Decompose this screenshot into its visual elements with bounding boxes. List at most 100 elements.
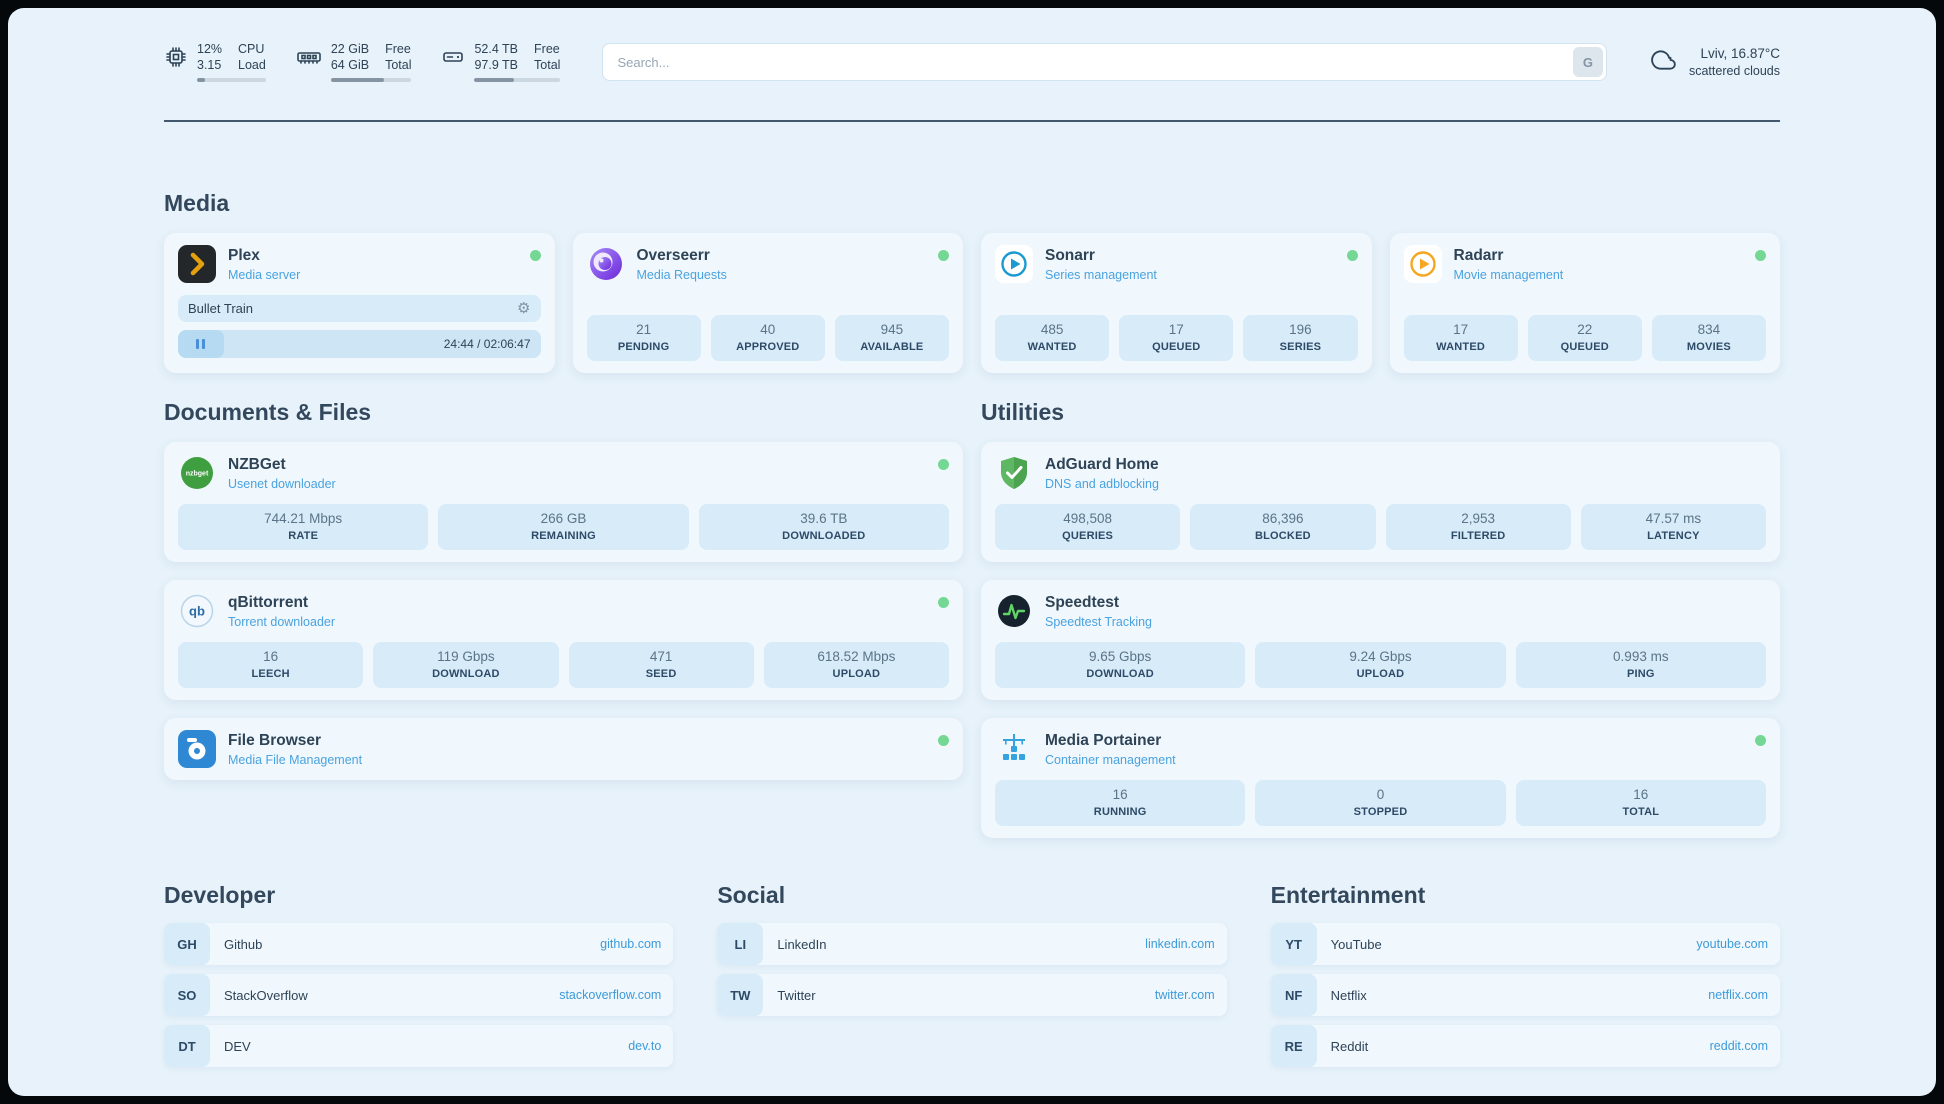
playback-progress-bar[interactable]: 24:44 / 02:06:47 — [178, 330, 541, 358]
stat-available: 945 AVAILABLE — [834, 315, 950, 361]
portainer-icon — [995, 730, 1033, 768]
bookmark-abbr: TW — [717, 974, 764, 1016]
section-utilities: Utilities — [981, 399, 1780, 838]
app-card-plex[interactable]: Plex Media server Bullet Train ⚙ 24:44 /… — [164, 233, 555, 373]
sonarr-icon — [995, 245, 1033, 283]
app-title: File Browser — [228, 731, 322, 749]
app-card-adguard[interactable]: AdGuard Home DNS and adblocking 498,508 Q… — [981, 442, 1780, 562]
bookmark-netflix[interactable]: NF Netflix netflix.com — [1270, 974, 1780, 1016]
stat-pending: 21 PENDING — [586, 315, 701, 361]
stat-filtered: 2,953 FILTERED — [1385, 504, 1571, 550]
cpu-usage-label: CPU — [238, 42, 265, 56]
section-social: Social LI LinkedIn linkedin.com TW Twitt… — [717, 882, 1227, 1067]
disk-widget: 52.4 TB Free 97.9 TB Total — [441, 42, 561, 82]
speedtest-icon — [995, 592, 1033, 630]
app-subtitle: Series management — [1045, 267, 1157, 282]
bookmark-url[interactable]: dev.to — [628, 1039, 662, 1053]
stat-total: 16 TOTAL — [1515, 780, 1766, 826]
bookmark-url[interactable]: reddit.com — [1709, 1039, 1768, 1053]
dashboard-page: 12% CPU 3.15 Load — [8, 8, 1936, 1096]
app-card-portainer[interactable]: Media Portainer Container management 16 R… — [981, 718, 1780, 838]
ram-progress-bar — [330, 78, 412, 82]
bookmark-url[interactable]: netflix.com — [1708, 988, 1768, 1002]
app-card-nzbget[interactable]: nzbget NZBGet Usenet downloader 74 — [164, 442, 963, 562]
playback-time: 24:44 / 02:06:47 — [443, 337, 531, 351]
cpu-icon — [164, 45, 188, 69]
app-card-radarr[interactable]: Radarr Movie management 17 WANTED 22 QUEUE… — [1389, 233, 1780, 373]
bookmark-name: LinkedIn — [777, 936, 827, 952]
overseerr-icon — [587, 245, 625, 283]
app-card-filebrowser[interactable]: File Browser Media File Management — [164, 718, 963, 780]
weather-location: Lviv, 16.87°C — [1700, 46, 1780, 61]
stat-queued: 17 QUEUED — [1119, 315, 1234, 361]
bookmark-abbr: SO — [164, 974, 210, 1016]
stat-blocked: 86,396 BLOCKED — [1190, 504, 1376, 550]
bookmark-url[interactable]: github.com — [600, 937, 662, 951]
app-title: Radarr — [1453, 246, 1504, 264]
now-playing-title: Bullet Train — [188, 301, 254, 316]
svg-text:qb: qb — [189, 604, 205, 619]
app-title: Overseerr — [636, 246, 710, 264]
app-card-sonarr[interactable]: Sonarr Series management 485 WANTED 17 QUE… — [981, 233, 1372, 373]
plex-icon — [178, 245, 216, 283]
bookmark-abbr: NF — [1270, 974, 1317, 1016]
bookmark-url[interactable]: twitter.com — [1154, 988, 1215, 1002]
app-title: AdGuard Home — [1045, 455, 1159, 473]
app-subtitle: Speedtest Tracking — [1045, 614, 1153, 629]
app-subtitle: Container management — [1045, 752, 1176, 767]
bookmark-youtube[interactable]: YT YouTube youtube.com — [1270, 923, 1780, 965]
bookmark-url[interactable]: youtube.com — [1696, 937, 1768, 951]
app-card-speedtest[interactable]: Speedtest Speedtest Tracking 9.65 Gbps DO… — [981, 580, 1780, 700]
app-subtitle: Usenet downloader — [228, 476, 336, 491]
bookmark-abbr: YT — [1270, 923, 1317, 965]
bookmark-linkedin[interactable]: LI LinkedIn linkedin.com — [717, 923, 1227, 965]
bookmark-name: YouTube — [1330, 936, 1382, 952]
stat-downloaded: 39.6 TB DOWNLOADED — [698, 504, 949, 550]
cpu-load: 3.15 — [197, 58, 222, 72]
weather-widget[interactable]: Lviv, 16.87°C scattered clouds — [1649, 46, 1780, 78]
bookmark-name: StackOverflow — [224, 987, 308, 1003]
app-subtitle: Movie management — [1453, 267, 1564, 282]
settings-gear-icon[interactable]: ⚙ — [517, 300, 531, 317]
pause-icon[interactable] — [178, 330, 224, 358]
section-entertainment: Entertainment YT YouTube youtube.com NF … — [1270, 882, 1780, 1067]
stat-upload: 9.24 Gbps UPLOAD — [1255, 642, 1506, 688]
app-card-overseerr[interactable]: Overseerr Media Requests 21 PENDING 40 APP… — [572, 233, 963, 373]
search-bar: G — [602, 43, 1607, 81]
status-dot-online — [1755, 250, 1766, 261]
stat-remaining: 266 GB REMAINING — [438, 504, 689, 550]
social-section-title: Social — [717, 882, 786, 908]
svg-text:nzbget: nzbget — [186, 471, 209, 478]
bookmark-github[interactable]: GH Github github.com — [164, 923, 674, 965]
disk-total: 97.9 TB — [474, 58, 519, 72]
app-subtitle: DNS and adblocking — [1045, 476, 1159, 491]
status-dot-online — [938, 735, 949, 746]
bookmark-url[interactable]: stackoverflow.com — [559, 988, 662, 1002]
bookmark-stackoverflow[interactable]: SO StackOverflow stackoverflow.com — [164, 974, 674, 1016]
bookmark-twitter[interactable]: TW Twitter twitter.com — [717, 974, 1227, 1016]
nzbget-icon: nzbget — [178, 454, 216, 492]
status-dot-online — [529, 250, 541, 261]
bookmark-name: Twitter — [777, 987, 816, 1003]
bookmark-url[interactable]: linkedin.com — [1145, 937, 1215, 951]
bookmark-reddit[interactable]: RE Reddit reddit.com — [1270, 1025, 1780, 1067]
app-title: Speedtest — [1045, 593, 1120, 611]
stat-seed: 471 SEED — [568, 642, 754, 688]
disk-progress-bar — [474, 78, 561, 82]
filebrowser-icon — [178, 730, 216, 768]
stat-leech: 16 LEECH — [178, 642, 364, 688]
search-input[interactable] — [602, 43, 1607, 81]
status-dot-online — [1755, 735, 1766, 746]
topbar: 12% CPU 3.15 Load — [164, 34, 1780, 90]
bookmark-dev[interactable]: DT DEV dev.to — [164, 1025, 674, 1067]
search-engine-button[interactable]: G — [1572, 47, 1603, 77]
stat-approved: 40 APPROVED — [710, 315, 825, 361]
status-dot-online — [938, 250, 949, 261]
stat-ping: 0.993 ms PING — [1515, 642, 1766, 688]
app-card-qbittorrent[interactable]: qb qBittorrent Torrent downloader — [164, 580, 963, 700]
ram-icon — [296, 45, 322, 69]
stat-rate: 744.21 Mbps RATE — [178, 504, 429, 550]
cpu-progress-bar — [197, 78, 266, 82]
stat-stopped: 0 STOPPED — [1255, 780, 1506, 826]
stat-download: 119 Gbps DOWNLOAD — [373, 642, 559, 688]
